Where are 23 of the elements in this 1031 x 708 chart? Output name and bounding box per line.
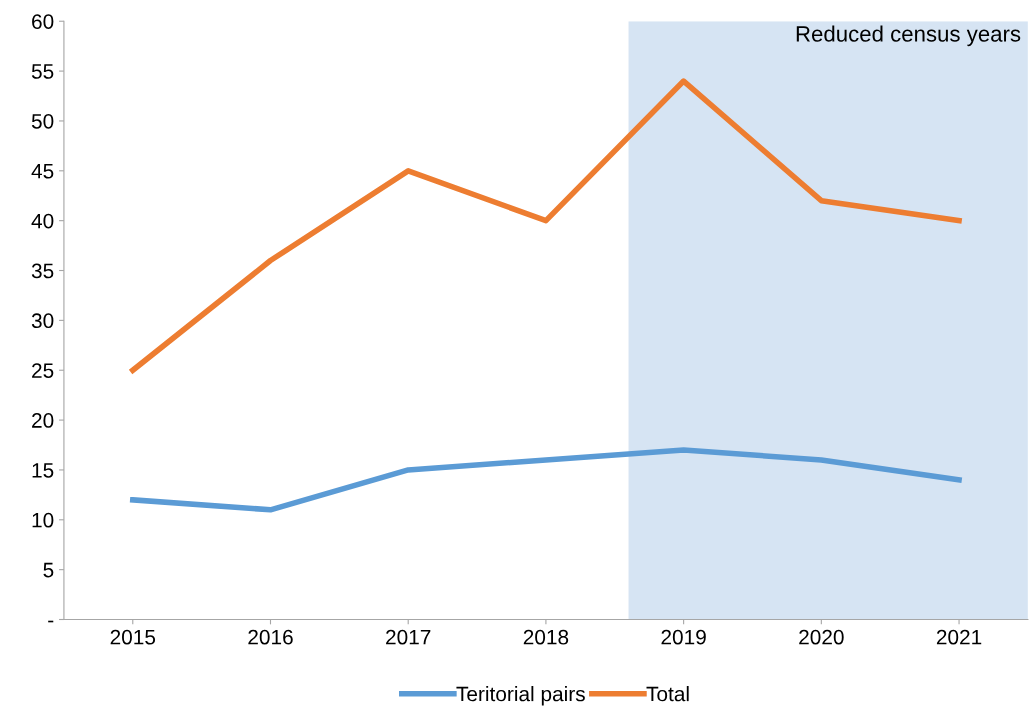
y-tick-label: 15 [32,463,54,478]
y-tick-label: 5 [43,562,54,578]
x-tick-label: 2016 [248,629,293,645]
band-label: Reduced census years [796,25,1021,47]
legend-label: Total [646,686,689,702]
y-tick-label: 45 [31,164,54,179]
y-tick-label: - [48,620,54,623]
y-tick-label: 20 [32,413,54,428]
y-tick-label: 35 [31,263,54,279]
y-tick-label: 55 [31,64,54,79]
y-tick-label: 60 [32,14,54,29]
x-tick-label: 2019 [661,629,706,645]
legend-label: Teritorial pairs [456,686,585,706]
x-tick-label: 2015 [110,629,156,645]
y-tick-label: 50 [31,113,54,129]
x-tick-label: 2018 [523,629,569,645]
x-tick-label: 2017 [386,629,431,645]
y-tick-label: 10 [32,512,54,528]
x-tick-label: 2021 [936,629,982,645]
y-tick-label: 25 [32,363,54,378]
y-tick-label: 30 [31,313,54,329]
x-tick-label: 2020 [799,629,844,645]
y-tick-label: 40 [31,213,54,229]
